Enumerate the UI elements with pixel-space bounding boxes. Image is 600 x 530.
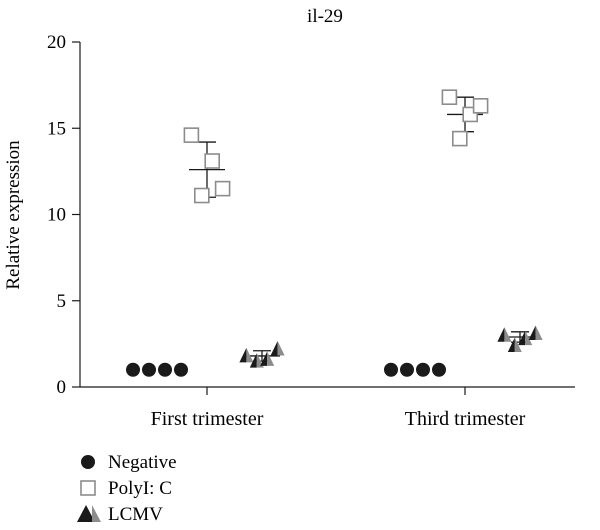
data-point — [451, 130, 468, 147]
triangle-half-light — [504, 327, 512, 342]
series-negative — [126, 362, 446, 377]
triangle-half-light — [535, 325, 543, 340]
y-tick-label: 10 — [47, 205, 66, 226]
data-point — [183, 127, 200, 143]
chart-title: il-29 — [307, 6, 343, 27]
triangle-half-dark — [507, 337, 515, 353]
data-point — [270, 341, 285, 356]
data-point — [142, 362, 156, 377]
triangle-half-dark — [497, 327, 505, 342]
data-marks — [126, 89, 543, 377]
y-axis-label: Relative expression — [3, 140, 24, 290]
legend-item: Negative — [81, 452, 177, 473]
legend-symbol — [80, 480, 96, 496]
series-polyi-c — [183, 89, 489, 204]
y-tick-label: 0 — [57, 377, 67, 398]
triangle-half-dark — [518, 330, 526, 346]
data-point — [239, 347, 254, 363]
x-tick-label: First trimester — [151, 408, 264, 430]
legend-symbol — [81, 455, 95, 469]
series-lcmv — [239, 325, 543, 368]
legend-label: PolyI: C — [108, 478, 172, 499]
data-point — [507, 337, 522, 353]
y-axis: 0 5 10 15 20 — [47, 32, 81, 398]
triangle-half-dark — [260, 351, 268, 366]
legend: Negative PolyI: C LCMV — [77, 452, 177, 525]
data-point — [416, 362, 430, 377]
data-point — [214, 180, 231, 197]
triangle-half-light — [246, 347, 254, 363]
triangle-half-light — [514, 337, 522, 353]
y-tick-label: 20 — [47, 32, 66, 53]
data-point — [174, 362, 188, 377]
data-point — [204, 153, 220, 169]
legend-item: PolyI: C — [80, 478, 172, 499]
triangle-half-light — [525, 330, 533, 346]
data-point — [158, 362, 172, 377]
triangle-half-dark — [270, 341, 278, 356]
data-point — [472, 98, 489, 114]
x-axis: First trimester Third trimester — [80, 386, 575, 430]
y-tick-label: 15 — [47, 118, 66, 139]
data-point — [441, 89, 458, 105]
legend-label: LCMV — [108, 504, 163, 525]
data-point — [126, 362, 140, 377]
triangle-half-dark — [528, 325, 536, 340]
data-point — [260, 351, 275, 366]
data-point — [194, 187, 210, 204]
triangle-half-dark — [249, 353, 257, 368]
data-point — [528, 325, 543, 340]
data-point — [384, 362, 398, 377]
y-tick-label: 5 — [57, 291, 67, 312]
legend-symbol — [77, 505, 101, 522]
triangle-half-light — [277, 341, 285, 356]
data-point — [497, 327, 512, 342]
triangle-half-dark — [239, 347, 247, 363]
legend-item: LCMV — [77, 504, 163, 525]
data-point — [432, 362, 446, 377]
x-tick-label: Third trimester — [405, 408, 526, 430]
legend-triangle-dark — [77, 505, 95, 522]
legend-label: Negative — [108, 452, 177, 473]
data-point — [518, 330, 533, 346]
legend-triangle-light — [92, 505, 101, 522]
triangle-half-light — [267, 351, 275, 366]
data-point — [400, 362, 414, 377]
